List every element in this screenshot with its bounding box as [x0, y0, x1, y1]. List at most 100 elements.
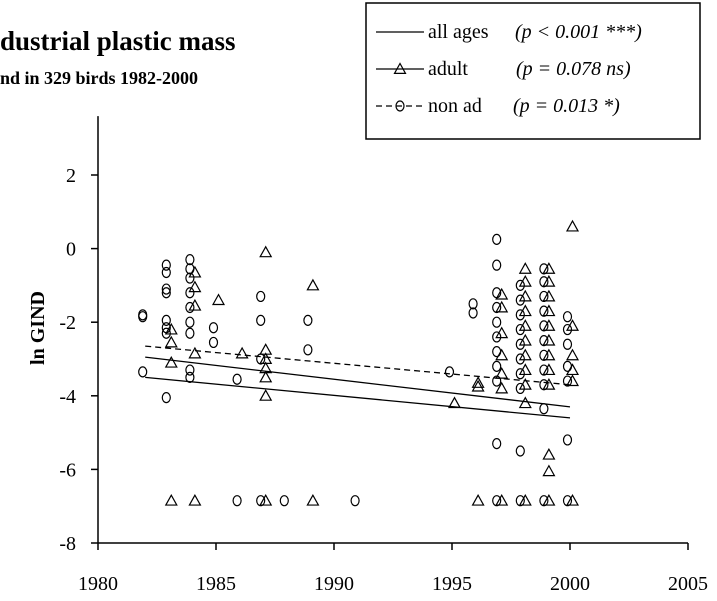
legend-triangle-marker [393, 62, 407, 75]
non-ad-point [492, 438, 502, 450]
non-ad-point [539, 379, 549, 391]
non-ad-point [539, 290, 549, 303]
non-ad-point [492, 301, 502, 314]
adult-point [471, 379, 485, 392]
non-ad-point [515, 279, 525, 291]
non-ad-point [562, 434, 573, 446]
legend-stat: (p < 0.001 ***) [515, 21, 642, 43]
non-ad-point [515, 382, 525, 395]
adult-point [235, 346, 249, 359]
adult-point [542, 289, 556, 302]
non-ad-point [185, 254, 195, 266]
adult-point [495, 326, 509, 339]
adult-point [306, 278, 320, 291]
non-ad-point [161, 266, 171, 279]
adult-point [542, 274, 556, 287]
non-ad-point [185, 371, 195, 383]
adult-point [542, 319, 556, 331]
adult-point [542, 378, 556, 390]
adult-point [518, 304, 532, 317]
non-ad-point [539, 495, 549, 507]
adult-point [188, 493, 202, 506]
non-ad-point [185, 327, 195, 339]
non-ad-point [539, 349, 549, 361]
non-ad-point [161, 287, 171, 299]
y-tick-label: 2 [66, 165, 76, 187]
non-ad-point [562, 375, 573, 387]
non-ad-point [515, 495, 525, 507]
plot-area: 1980 1985 1990 1995 2000 2005 -8 -6 -4 -2 0 2 [59, 116, 708, 595]
non-ad-point [232, 495, 242, 507]
non-ad-point [161, 259, 171, 271]
adult-point [565, 493, 580, 506]
adult-point [188, 265, 202, 278]
non-ad-point [515, 368, 525, 380]
y-tick-label: -4 [59, 386, 76, 408]
adult-point [542, 464, 556, 477]
non-ad-point [539, 320, 549, 332]
non-ad-point [515, 323, 525, 336]
non-ad-point [444, 366, 455, 378]
non-ad-point [185, 316, 195, 328]
non-ad-point [492, 316, 502, 328]
non-ad-point [303, 344, 313, 356]
non-ad-point [539, 305, 549, 317]
non-ad-point [138, 366, 148, 378]
non-ad-point [350, 495, 360, 507]
adult-point [565, 363, 580, 376]
non-ad-point [539, 276, 549, 288]
adult-point [471, 493, 485, 506]
non-ad-point [256, 495, 266, 507]
non-ad-point [539, 403, 549, 415]
non-ad-point [468, 307, 478, 319]
non-ad-point [256, 314, 266, 326]
non-ad-point [515, 294, 525, 306]
legend: all ages (p < 0.001 ***) adult (p = 0.078 n… [365, 2, 701, 140]
non-ad-point [492, 346, 502, 358]
non-ad-point [492, 375, 502, 387]
legend-circle-marker [395, 100, 405, 112]
adult-point [495, 366, 509, 379]
x-tick-label: 1980 [78, 573, 118, 595]
non-ad-point [562, 311, 573, 323]
chart-title: dustrial plastic mass [0, 26, 236, 56]
adult-point [259, 245, 273, 258]
adult-point [259, 493, 273, 506]
non-ad-point [161, 327, 171, 339]
non-ad-point [468, 298, 478, 310]
adult-point [542, 304, 556, 317]
non-ad-point [562, 338, 573, 350]
adult-point [495, 300, 509, 313]
legend-label: all ages [428, 21, 489, 43]
non-ad-point [539, 263, 549, 275]
non-ad-point [232, 373, 242, 385]
adult-point [211, 293, 226, 306]
adult-point [518, 363, 532, 376]
adult-point [518, 493, 532, 506]
adult-point [518, 396, 532, 409]
adult-point [259, 370, 273, 383]
adult-point [518, 289, 532, 302]
non-ad-point [492, 360, 502, 372]
adult-point [495, 287, 509, 300]
adult-point [495, 381, 509, 394]
chart-subtitle: nd in 329 birds 1982-2000 [0, 68, 198, 88]
non-ad-point [256, 353, 266, 365]
adult-point [542, 348, 556, 361]
adult-point [188, 298, 202, 311]
adult-point [306, 493, 320, 506]
adult-point [542, 493, 556, 506]
adult-point [164, 335, 178, 348]
non-ad-point [515, 445, 525, 457]
non-ad-point [492, 287, 502, 299]
non-ad-point [208, 336, 219, 349]
adult-point [518, 333, 532, 346]
non-ad-point [303, 314, 313, 326]
non-ad-point [138, 311, 148, 323]
legend-label: non ad [428, 95, 482, 117]
adult-point [447, 396, 462, 409]
non-ad-point [562, 495, 573, 507]
x-tick-label: 1995 [432, 573, 472, 595]
